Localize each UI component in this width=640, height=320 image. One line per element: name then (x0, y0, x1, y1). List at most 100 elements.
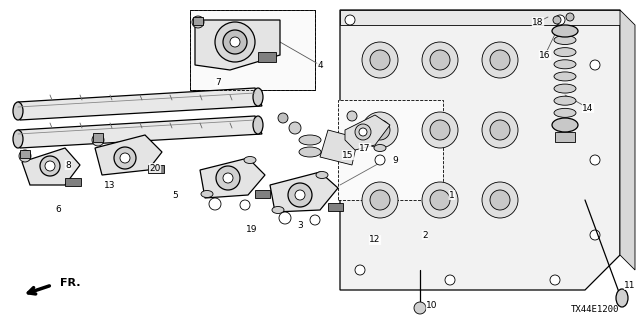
Circle shape (422, 42, 458, 78)
Bar (338, 100, 443, 200)
Polygon shape (270, 172, 338, 212)
Ellipse shape (244, 156, 256, 164)
Circle shape (295, 190, 305, 200)
Ellipse shape (299, 147, 321, 157)
Circle shape (422, 112, 458, 148)
Ellipse shape (616, 289, 628, 307)
Polygon shape (345, 115, 390, 150)
Ellipse shape (554, 108, 576, 117)
Text: 1: 1 (449, 190, 455, 199)
Ellipse shape (552, 118, 578, 132)
Text: FR.: FR. (60, 278, 81, 288)
Circle shape (553, 16, 561, 24)
Polygon shape (340, 10, 620, 290)
Circle shape (40, 156, 60, 176)
Text: 15: 15 (342, 150, 354, 159)
Polygon shape (18, 88, 262, 120)
Polygon shape (190, 10, 315, 90)
Polygon shape (320, 130, 358, 165)
Circle shape (114, 147, 136, 169)
Circle shape (278, 113, 288, 123)
Text: 7: 7 (215, 77, 221, 86)
Circle shape (288, 183, 312, 207)
Text: 2: 2 (422, 230, 428, 239)
Circle shape (230, 37, 240, 47)
Text: 12: 12 (369, 236, 381, 244)
Text: 14: 14 (582, 103, 594, 113)
Bar (20, 150, 30, 158)
Polygon shape (22, 148, 80, 185)
Ellipse shape (272, 206, 284, 213)
Bar (148, 165, 164, 173)
Ellipse shape (554, 48, 576, 57)
Circle shape (430, 190, 450, 210)
Polygon shape (18, 116, 262, 148)
Circle shape (490, 50, 510, 70)
Ellipse shape (552, 25, 578, 37)
Text: 5: 5 (172, 190, 178, 199)
Ellipse shape (253, 88, 263, 106)
Polygon shape (200, 158, 265, 198)
Polygon shape (340, 10, 620, 25)
Circle shape (422, 182, 458, 218)
Circle shape (359, 128, 367, 136)
Text: 16: 16 (540, 51, 551, 60)
Circle shape (355, 124, 371, 140)
Text: 3: 3 (297, 220, 303, 229)
Bar (555, 132, 575, 142)
Circle shape (347, 111, 357, 121)
Circle shape (289, 122, 301, 134)
Circle shape (192, 16, 204, 28)
Circle shape (370, 190, 390, 210)
Ellipse shape (374, 145, 386, 151)
Bar (258, 52, 276, 62)
Circle shape (482, 182, 518, 218)
Text: 9: 9 (392, 156, 398, 164)
Text: 20: 20 (149, 164, 161, 172)
Bar (93, 133, 103, 142)
Circle shape (370, 120, 390, 140)
Text: 13: 13 (104, 180, 116, 189)
Text: 18: 18 (532, 18, 544, 27)
Circle shape (362, 42, 398, 78)
Circle shape (375, 155, 385, 165)
Ellipse shape (13, 130, 23, 148)
Circle shape (310, 215, 320, 225)
Bar (193, 17, 203, 25)
Bar (255, 190, 270, 198)
Circle shape (92, 134, 104, 146)
Ellipse shape (253, 116, 263, 134)
Circle shape (550, 275, 560, 285)
Circle shape (216, 166, 240, 190)
Circle shape (490, 190, 510, 210)
Polygon shape (620, 10, 635, 270)
Circle shape (240, 200, 250, 210)
Ellipse shape (299, 135, 321, 145)
Circle shape (370, 50, 390, 70)
Circle shape (362, 112, 398, 148)
Circle shape (215, 22, 255, 62)
Ellipse shape (13, 102, 23, 120)
Ellipse shape (554, 84, 576, 93)
Circle shape (414, 302, 426, 314)
Circle shape (590, 155, 600, 165)
Bar (65, 178, 81, 186)
Circle shape (445, 275, 455, 285)
Circle shape (19, 150, 31, 162)
Text: 6: 6 (55, 205, 61, 214)
Text: 19: 19 (246, 226, 258, 235)
Circle shape (566, 13, 574, 21)
Circle shape (590, 60, 600, 70)
Ellipse shape (554, 96, 576, 105)
Text: 10: 10 (426, 300, 438, 309)
Circle shape (279, 212, 291, 224)
Circle shape (362, 182, 398, 218)
Text: 11: 11 (624, 281, 636, 290)
Circle shape (482, 42, 518, 78)
Text: 4: 4 (317, 60, 323, 69)
Circle shape (345, 15, 355, 25)
Circle shape (555, 15, 565, 25)
Circle shape (430, 50, 450, 70)
Ellipse shape (316, 172, 328, 179)
Ellipse shape (554, 72, 576, 81)
